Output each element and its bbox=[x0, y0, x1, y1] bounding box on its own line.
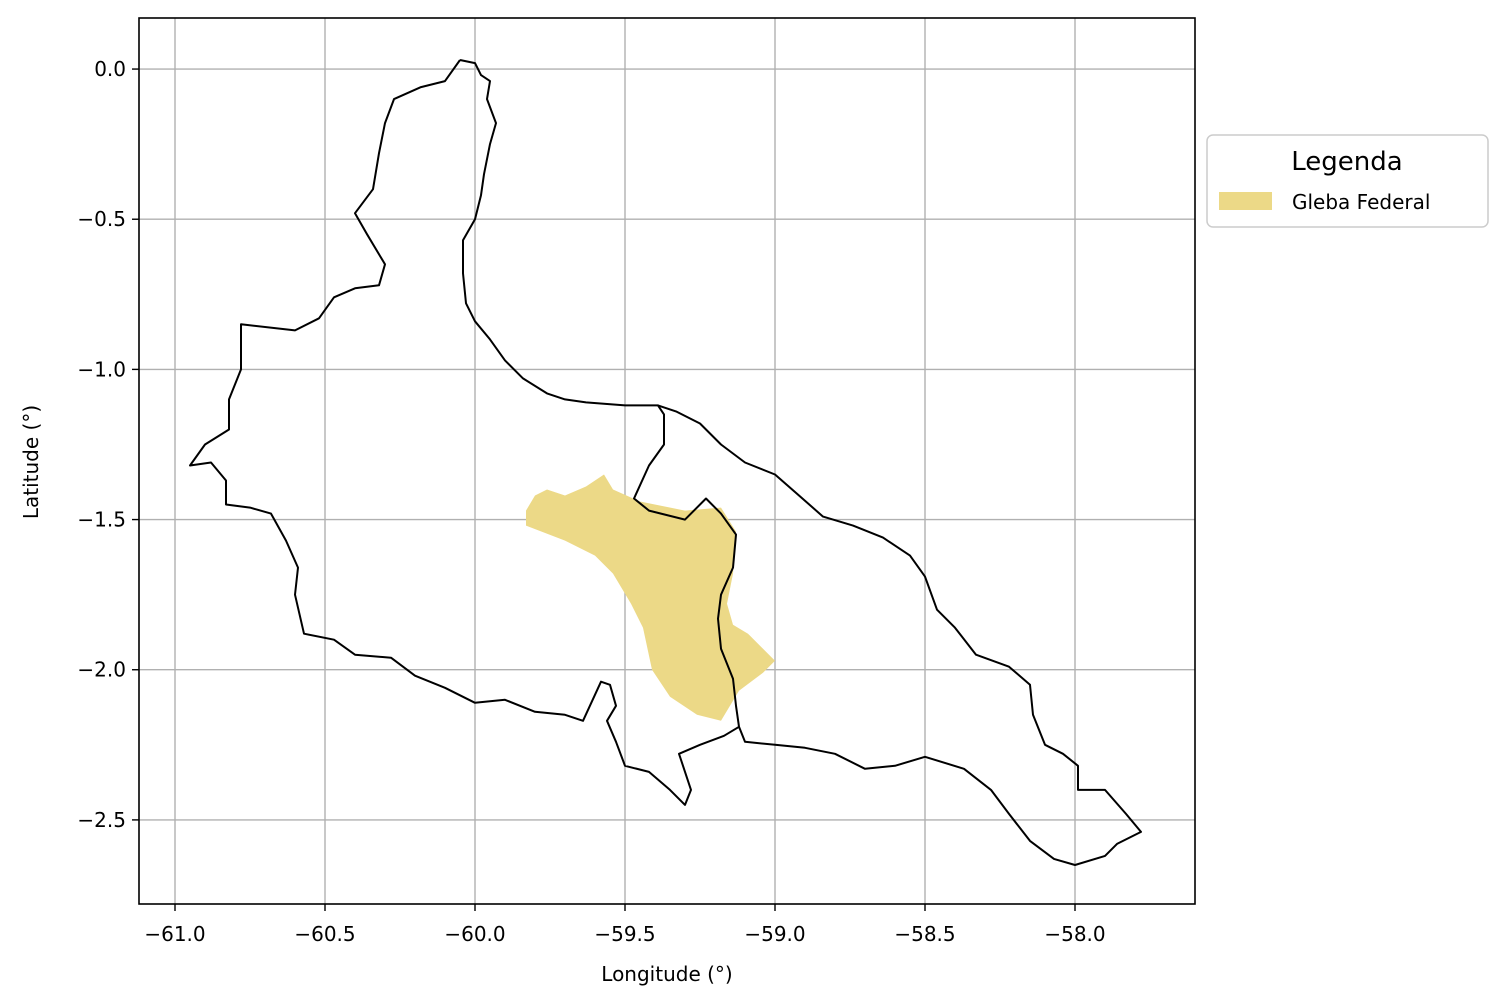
x-tick-label: −60.0 bbox=[444, 922, 505, 946]
plot-frame bbox=[138, 17, 1196, 905]
y-tick-label: −0.5 bbox=[77, 207, 126, 231]
legend-label-gleba-federal: Gleba Federal bbox=[1292, 190, 1430, 214]
gleba-federal-area bbox=[526, 474, 775, 721]
legend-swatch-gleba-federal bbox=[1219, 192, 1272, 210]
axis-ticks: −61.0 −60.5 −60.0 −59.5 −59.0 −58.5 −58.0 0.0 −0… bbox=[77, 57, 1105, 946]
boundary-outline-1 bbox=[189, 59, 740, 806]
boundary-outline-2 bbox=[657, 404, 1142, 866]
x-axis-title: Longitude (°) bbox=[601, 962, 732, 986]
legend: Legenda Gleba Federal bbox=[1206, 134, 1489, 228]
x-tick-label: −58.5 bbox=[894, 922, 955, 946]
y-tick-label: −1.0 bbox=[77, 357, 126, 381]
x-tick-label: −60.5 bbox=[294, 922, 355, 946]
y-tick-label: −2.5 bbox=[77, 808, 126, 832]
y-tick-label: −2.0 bbox=[77, 658, 126, 682]
x-tick-label: −61.0 bbox=[144, 922, 205, 946]
y-tick-label: 0.0 bbox=[94, 57, 126, 81]
x-tick-label: −59.0 bbox=[744, 922, 805, 946]
y-axis-title: Latitude (°) bbox=[19, 405, 43, 519]
x-tick-label: −59.5 bbox=[594, 922, 655, 946]
y-tick-label: −1.5 bbox=[77, 508, 126, 532]
legend-box bbox=[1206, 134, 1489, 228]
legend-title: Legenda bbox=[1291, 147, 1402, 177]
map-features bbox=[189, 59, 1142, 866]
x-tick-label: −58.0 bbox=[1044, 922, 1105, 946]
